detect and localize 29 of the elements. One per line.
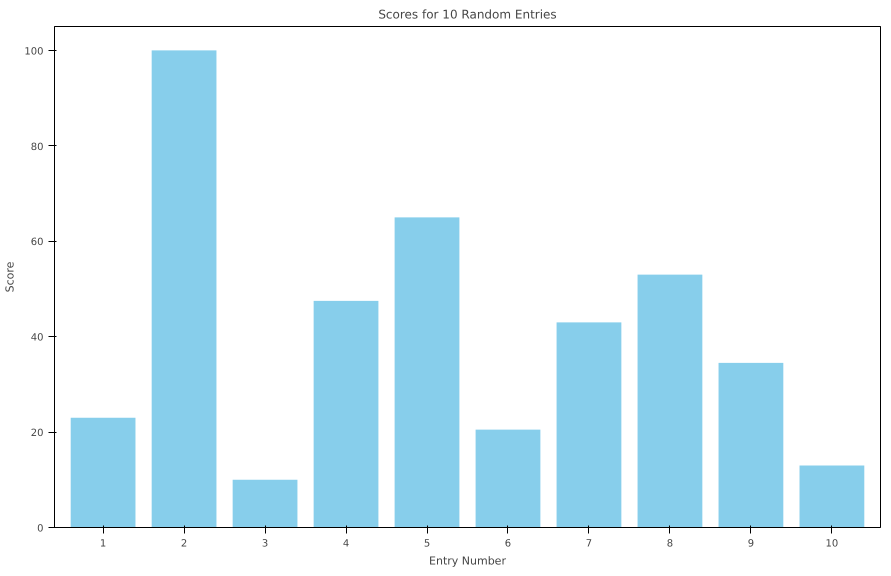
- chart-title: Scores for 10 Random Entries: [378, 8, 557, 22]
- y-tick-label: 0: [37, 524, 44, 534]
- y-tick-label: 40: [30, 332, 44, 344]
- x-tick-label: 1: [100, 538, 106, 550]
- x-axis-title: Entry Number: [429, 554, 506, 568]
- x-tick-label: 10: [826, 538, 838, 550]
- x-tick-label: 6: [504, 538, 512, 550]
- bar: [476, 430, 540, 528]
- x-tick-label: 5: [424, 538, 430, 550]
- x-tick-label: 2: [180, 538, 188, 550]
- bar: [314, 300, 378, 528]
- bar: [70, 418, 136, 528]
- y-tick-label: 60: [30, 237, 44, 248]
- bar: [556, 322, 622, 528]
- bar: [800, 465, 864, 528]
- y-tick-label: 80: [30, 142, 44, 153]
- bar: [232, 480, 298, 528]
- x-tick-label: 3: [262, 538, 268, 550]
- y-tick-label: 20: [30, 428, 44, 440]
- bar: [718, 362, 784, 528]
- bar: [638, 274, 702, 528]
- bar: [152, 50, 216, 528]
- x-tick-label: 4: [342, 538, 350, 550]
- x-tick-label: 7: [586, 538, 592, 550]
- x-tick-label: 9: [748, 538, 754, 550]
- y-axis-title: Score: [3, 261, 16, 292]
- x-tick-label: 8: [666, 538, 674, 550]
- y-tick-label: 100: [24, 46, 44, 58]
- bar: [394, 217, 460, 528]
